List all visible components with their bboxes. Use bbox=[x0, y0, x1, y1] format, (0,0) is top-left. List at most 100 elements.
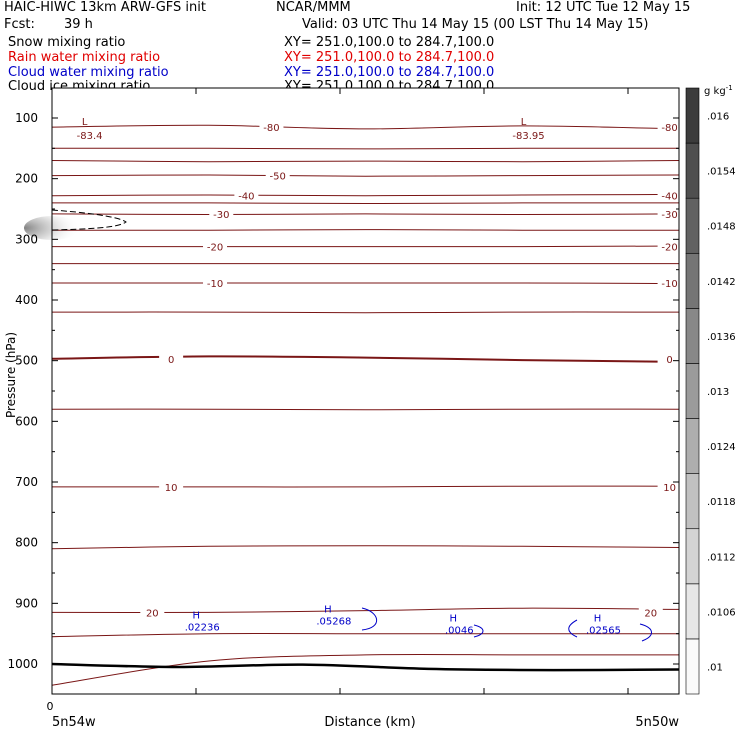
colorbar-box bbox=[685, 473, 700, 530]
cloud-water-max-value: .02236 bbox=[185, 623, 220, 634]
isotherm-line bbox=[51, 632, 679, 638]
isotherm-label: 20 bbox=[146, 608, 159, 619]
isotherm-label: -30 bbox=[661, 210, 677, 221]
isotherm-line bbox=[51, 311, 680, 314]
isotherm-label: 0 bbox=[168, 355, 174, 366]
y-tick-label: 200 bbox=[15, 172, 38, 186]
y-tick-label: 1000 bbox=[7, 657, 38, 671]
field-rain-xy: XY= 251.0,100.0 to 284.7,100.0 bbox=[284, 50, 495, 65]
isotherm-label: -10 bbox=[207, 279, 223, 290]
colorbar: .01 .0106 .0112 .0118 .0124 .013 .0136 .0142 .01… bbox=[685, 87, 736, 695]
colorbar-label: .013 bbox=[707, 387, 729, 398]
agency-label: NCAR/MMM bbox=[276, 0, 351, 15]
field-cloud-water-name: Cloud water mixing ratio bbox=[8, 65, 169, 80]
field-cloud-water-xy: XY= 251.0,100.0 to 284.7,100.0 bbox=[284, 65, 495, 80]
isotherm-line bbox=[52, 245, 680, 248]
isotherm-label: -20 bbox=[661, 243, 677, 254]
isotherm-label-bg bbox=[657, 352, 682, 365]
low-marker-label: L bbox=[521, 117, 527, 128]
isotherm-label: -50 bbox=[270, 172, 286, 183]
isotherm-line bbox=[51, 160, 680, 163]
field-rain-name: Rain water mixing ratio bbox=[8, 50, 161, 65]
isotherm-label-bg bbox=[657, 189, 682, 202]
isotherm-label-bg bbox=[657, 207, 682, 220]
colorbar-box bbox=[685, 142, 700, 199]
colorbar-label: .016 bbox=[707, 112, 729, 123]
isotherm-line bbox=[51, 229, 680, 231]
isotherm-line bbox=[51, 545, 680, 550]
isotherm-line bbox=[51, 213, 680, 216]
isotherm-line bbox=[51, 355, 680, 363]
isotherm-label-bg bbox=[259, 121, 284, 134]
isotherm-label-bg bbox=[140, 606, 165, 619]
isotherm-line bbox=[51, 408, 680, 411]
y-tick-label: 300 bbox=[15, 232, 38, 246]
colorbar-box bbox=[685, 528, 700, 585]
temperature-isotherms bbox=[51, 124, 680, 686]
isotherm-label: 0 bbox=[666, 355, 672, 366]
forecast-hours: 39 h bbox=[64, 17, 93, 32]
y-tick-label: 900 bbox=[15, 596, 38, 610]
isotherm-label-bg bbox=[638, 606, 663, 619]
isotherm-label-bg bbox=[265, 169, 290, 182]
colorbar-label: .0148 bbox=[707, 222, 736, 233]
cloud-water-max-value: .0046 bbox=[445, 626, 474, 637]
y-axis-label: Pressure (hPa) bbox=[4, 332, 18, 418]
x-left-location: 5n54w bbox=[52, 715, 96, 730]
isotherm-label: -80 bbox=[661, 123, 677, 134]
cloud-water-max-value: .05268 bbox=[316, 617, 351, 628]
cloud-water-max-label: H bbox=[594, 614, 602, 625]
isotherm-label: 20 bbox=[644, 608, 657, 619]
field-snow-xy: XY= 251.0,100.0 to 284.7,100.0 bbox=[284, 35, 495, 50]
isotherm-label: -30 bbox=[213, 210, 229, 221]
cloud-water-contour bbox=[568, 619, 578, 638]
cloud-water-contours bbox=[361, 607, 652, 642]
y-tick-label: 700 bbox=[15, 475, 38, 489]
y-tick-label: 600 bbox=[15, 414, 38, 428]
colorbar-label: .0154 bbox=[707, 167, 736, 178]
y-tick-label: 800 bbox=[15, 536, 38, 550]
isotherm-label-bg bbox=[657, 240, 682, 253]
isotherm-label: 10 bbox=[165, 483, 178, 494]
init-time: Init: 12 UTC Tue 12 May 15 bbox=[516, 0, 691, 15]
cloud-water-contour bbox=[639, 623, 652, 642]
isotherm-labels: -80 -80 -50 -40 -40 -30 -30 -20 -20 -10 -10 0 0 10 10 2… bbox=[140, 121, 682, 619]
isotherm-label-bg bbox=[657, 121, 682, 134]
isotherm-label: 10 bbox=[663, 483, 676, 494]
colorbar-box bbox=[685, 87, 700, 144]
colorbar-unit: g kg-1 bbox=[704, 84, 733, 97]
x-right-location: 5n50w bbox=[635, 715, 679, 730]
x-axis-label: Distance (km) bbox=[324, 715, 415, 730]
low-marker-label: L bbox=[82, 117, 88, 128]
model-title: HAIC-HIWC 13km ARW-GFS init bbox=[4, 0, 206, 15]
isotherm-line bbox=[51, 202, 680, 205]
low-marker-value: -83.4 bbox=[77, 131, 103, 142]
plot-area bbox=[52, 88, 679, 694]
distance-axis bbox=[51, 88, 629, 694]
colorbar-label: .0106 bbox=[707, 607, 736, 618]
isotherm-label: -40 bbox=[238, 192, 254, 203]
colorbar-label: .01 bbox=[707, 662, 723, 673]
colorbar-box bbox=[685, 363, 700, 419]
colorbar-box bbox=[685, 418, 700, 474]
cloud-water-contour bbox=[473, 624, 484, 638]
isotherm-label-bg bbox=[159, 352, 184, 365]
y-tick-label: 400 bbox=[15, 293, 38, 307]
colorbar-label: .0142 bbox=[707, 277, 736, 288]
surface-pressure-line bbox=[51, 662, 680, 672]
y-tick-label: 500 bbox=[15, 354, 38, 368]
isotherm-line bbox=[51, 174, 680, 177]
isotherm-line bbox=[51, 193, 680, 197]
isotherm-label-bg bbox=[657, 480, 682, 493]
colorbar-label: .0136 bbox=[707, 332, 736, 343]
isotherm-label-bg bbox=[234, 189, 259, 202]
isotherm-label: -40 bbox=[661, 192, 677, 203]
isotherm-line bbox=[51, 282, 680, 285]
isotherm-line bbox=[51, 485, 680, 488]
y-tick-label: 100 bbox=[15, 111, 38, 125]
forecast-label: Fcst: bbox=[4, 17, 35, 32]
isotherm-label: -80 bbox=[263, 123, 279, 134]
isotherm-label-bg bbox=[203, 277, 228, 290]
